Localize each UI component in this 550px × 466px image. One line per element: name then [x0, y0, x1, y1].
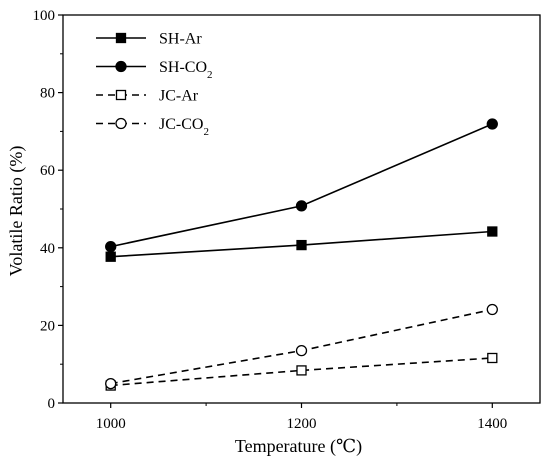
series-jc-ar [105, 352, 498, 391]
series-layer [105, 118, 498, 391]
y-tick-label: 60 [40, 163, 55, 179]
legend-label-subscript: 2 [203, 126, 209, 138]
legend-item-jc-co2: JC-CO2 [96, 116, 209, 138]
series-line-sh-co2 [110, 123, 493, 248]
x-tick-label: 1200 [287, 416, 317, 432]
axes: 1000 1200 1400 0 20 40 60 80 100 [33, 8, 541, 432]
data-point-jc-ar-1200 [296, 365, 307, 376]
legend-label-subscript: 2 [207, 69, 213, 81]
data-point-jc-co2-1200 [295, 344, 308, 357]
x-axis-title-text: Temperature (℃) [235, 436, 362, 457]
data-point-sh-ar-1400 [487, 226, 498, 237]
data-point-sh-co2-1400 [486, 118, 498, 130]
legend-label-jc-ar: JC-Ar [159, 88, 199, 105]
data-point-sh-ar-1200 [296, 239, 307, 251]
y-tick-label: 100 [33, 8, 56, 24]
data-point-jc-co2-1400 [486, 303, 498, 316]
legend-label-sh-ar: SH-Ar [159, 31, 202, 48]
legend-marker-sh-co2 [115, 60, 127, 73]
legend-item-jc-ar: JC-Ar [96, 88, 199, 105]
x-tick-label: 1000 [96, 416, 126, 432]
legend-marker-jc-ar [115, 89, 127, 101]
y-tick-label: 80 [40, 86, 55, 102]
y-tick-label: 40 [40, 241, 55, 257]
data-point-jc-ar-1400 [487, 352, 498, 364]
series-jc-co2 [105, 303, 498, 390]
data-point-sh-co2-1200 [295, 200, 308, 212]
series-line-jc-ar [110, 357, 493, 387]
y-axis-title-text: Volatile Ratio (%) [6, 146, 27, 277]
data-point-sh-co2-1000 [105, 240, 117, 253]
series-sh-co2 [105, 118, 498, 253]
series-sh-ar [105, 226, 498, 262]
data-point-jc-co2-1000 [105, 377, 117, 390]
legend-marker-jc-co2 [115, 117, 127, 130]
y-axis-title: Volatile Ratio (%) [6, 146, 27, 277]
legend-item-sh-ar: SH-Ar [96, 31, 202, 48]
y-tick-label: 0 [48, 396, 56, 412]
y-tick-label: 20 [40, 318, 55, 334]
legend: SH-Ar SH-CO2 JC-Ar JC-CO2 [96, 31, 213, 138]
x-tick-label: 1400 [477, 416, 507, 432]
legend-label-jc-co2: JC-CO2 [159, 116, 209, 138]
x-axis-title: Temperature (℃) [235, 436, 362, 457]
legend-marker-sh-ar [115, 32, 127, 44]
legend-label-sh-co2: SH-CO2 [159, 59, 213, 81]
data-point-sh-ar-1000 [105, 251, 116, 262]
legend-item-sh-co2: SH-CO2 [96, 59, 213, 81]
